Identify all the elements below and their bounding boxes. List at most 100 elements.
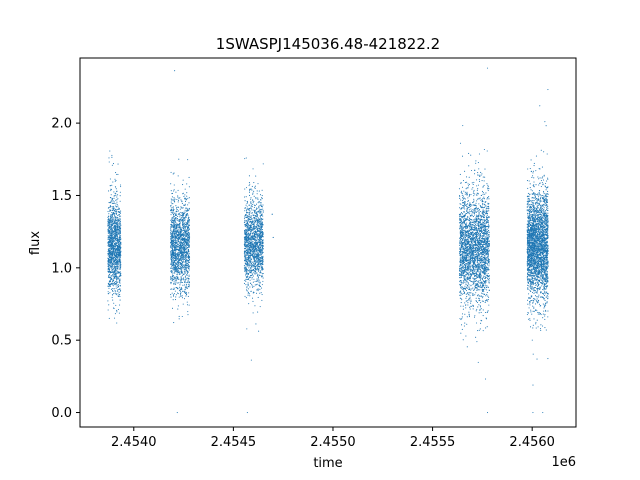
data-point <box>260 217 262 219</box>
data-point <box>186 240 189 242</box>
data-point <box>250 267 252 269</box>
data-point <box>258 258 260 261</box>
data-point <box>187 249 189 251</box>
data-point <box>114 313 116 315</box>
data-point <box>111 209 113 211</box>
data-point <box>110 243 112 246</box>
data-point <box>114 263 116 265</box>
data-point <box>248 239 250 241</box>
data-point <box>116 282 118 284</box>
data-point <box>174 258 176 260</box>
data-point <box>186 244 188 246</box>
data-point <box>110 227 112 229</box>
data-point <box>175 210 178 212</box>
data-point <box>114 247 116 249</box>
data-point <box>116 239 118 241</box>
data-point <box>113 213 115 215</box>
data-point <box>112 282 114 284</box>
data-point <box>253 200 255 203</box>
data-point <box>259 285 261 287</box>
data-point <box>250 218 252 220</box>
data-point <box>177 270 179 272</box>
data-point <box>245 284 247 286</box>
data-point <box>107 235 109 237</box>
data-point <box>244 210 246 212</box>
data-points <box>107 67 549 414</box>
data-point <box>462 125 464 127</box>
data-point <box>248 217 250 219</box>
data-point <box>253 237 255 239</box>
data-point <box>173 172 175 174</box>
data-point <box>458 277 461 279</box>
data-point <box>175 238 177 240</box>
data-point <box>116 199 118 201</box>
data-point <box>174 255 176 257</box>
data-point <box>478 153 481 155</box>
data-point <box>170 267 172 269</box>
data-point <box>115 203 117 205</box>
data-point <box>467 197 469 199</box>
data-point <box>478 304 480 306</box>
data-point <box>251 297 254 299</box>
data-point <box>118 228 120 230</box>
data-point <box>185 198 187 200</box>
data-point <box>118 208 120 210</box>
data-point <box>117 248 119 250</box>
data-point <box>245 239 247 241</box>
data-point <box>256 280 258 282</box>
data-point <box>487 186 489 188</box>
data-point <box>108 190 110 192</box>
data-point <box>112 181 114 183</box>
data-point <box>119 236 121 238</box>
data-point <box>170 275 172 278</box>
data-point <box>184 227 186 229</box>
data-point <box>245 250 247 252</box>
data-point <box>186 265 189 267</box>
data-point <box>476 209 478 211</box>
data-point <box>249 257 251 259</box>
data-point <box>176 273 178 275</box>
data-point <box>117 246 119 248</box>
data-point <box>262 239 264 241</box>
data-point <box>115 293 117 295</box>
data-point <box>245 204 247 206</box>
data-point <box>253 249 255 251</box>
data-point <box>249 264 251 266</box>
data-point <box>174 233 176 235</box>
data-point <box>186 247 188 249</box>
data-point <box>177 239 179 241</box>
data-point <box>171 275 174 277</box>
data-point <box>188 274 190 276</box>
data-point <box>248 237 250 239</box>
data-point <box>113 217 115 219</box>
data-point <box>249 230 251 232</box>
data-point <box>112 307 115 309</box>
data-point <box>110 210 112 212</box>
data-point <box>113 247 115 250</box>
data-point <box>248 175 250 177</box>
data-point <box>249 220 251 222</box>
data-point <box>258 262 260 264</box>
data-point <box>173 228 175 230</box>
data-point <box>188 208 190 210</box>
data-point <box>178 271 180 274</box>
data-point <box>258 267 260 269</box>
data-point <box>107 231 109 233</box>
data-point <box>181 262 183 264</box>
data-point <box>254 234 257 236</box>
data-point <box>244 200 246 202</box>
data-point <box>261 276 263 278</box>
data-point <box>115 244 117 246</box>
data-point <box>186 240 188 242</box>
data-point <box>247 227 249 229</box>
data-point <box>471 288 473 290</box>
data-point <box>260 237 262 239</box>
data-point <box>170 255 173 257</box>
data-point <box>170 294 172 296</box>
data-point <box>114 214 116 216</box>
data-point <box>252 266 254 268</box>
data-point <box>185 268 187 270</box>
data-point <box>176 260 178 262</box>
data-point <box>113 191 115 193</box>
data-point <box>246 287 248 289</box>
